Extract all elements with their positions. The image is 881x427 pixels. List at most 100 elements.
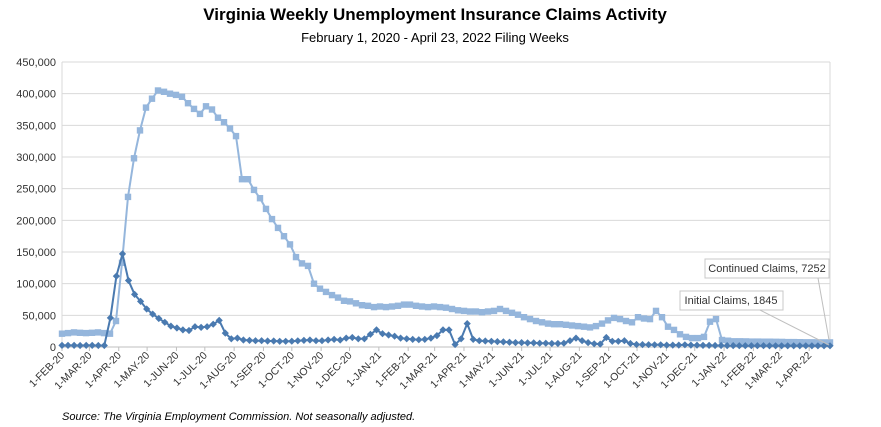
data-point — [604, 317, 612, 324]
data-point — [324, 336, 332, 344]
data-point — [694, 334, 702, 342]
data-point — [397, 334, 405, 342]
data-point — [784, 338, 792, 346]
data-point — [766, 338, 774, 345]
data-point — [759, 342, 768, 350]
data-point — [208, 106, 216, 113]
data-point — [427, 334, 435, 342]
data-point — [70, 329, 78, 336]
data-point — [439, 326, 447, 334]
data-point — [454, 307, 462, 314]
data-point — [58, 330, 66, 337]
data-point — [826, 342, 834, 350]
data-point — [424, 303, 432, 311]
data-point — [542, 339, 550, 347]
data-point — [544, 320, 552, 327]
data-point — [657, 341, 665, 349]
data-point — [336, 336, 344, 344]
data-point — [675, 341, 683, 349]
data-point — [598, 320, 606, 327]
data-point — [300, 336, 308, 344]
data-point — [131, 290, 139, 298]
data-point — [622, 317, 630, 325]
y-tick-label: 400,000 — [16, 89, 56, 101]
data-point — [524, 339, 532, 347]
data-point — [548, 339, 556, 348]
data-point — [274, 224, 282, 232]
data-point — [687, 341, 695, 349]
data-point — [596, 340, 604, 348]
y-tick-label: 50,000 — [22, 310, 56, 322]
data-point — [58, 341, 66, 349]
data-point — [100, 329, 108, 337]
data-point — [518, 339, 526, 347]
data-point — [670, 326, 678, 334]
data-point — [736, 338, 744, 345]
data-point — [688, 334, 696, 342]
data-point — [620, 337, 628, 345]
data-point — [82, 341, 90, 349]
data-point — [638, 341, 647, 349]
data-point — [185, 326, 193, 335]
annotation-box-continued — [704, 258, 830, 279]
data-point — [820, 342, 828, 350]
y-axis-ticks: 0 50,000 100,000 150,000 200,000 250,000 300,0… — [16, 57, 56, 354]
data-point — [358, 302, 366, 309]
data-point — [330, 335, 338, 343]
data-point — [178, 93, 186, 100]
data-point — [808, 342, 816, 350]
data-point — [258, 337, 266, 345]
data-point — [215, 316, 223, 324]
data-point — [451, 340, 459, 349]
data-point — [590, 340, 598, 348]
y-tick-label: 0 — [50, 342, 56, 354]
data-point — [154, 87, 162, 94]
data-point — [496, 305, 504, 313]
data-point — [270, 337, 278, 345]
data-point — [802, 342, 810, 350]
data-point — [124, 276, 133, 285]
data-point — [505, 338, 514, 346]
data-point — [487, 337, 495, 345]
data-point — [460, 307, 468, 315]
data-point — [724, 337, 732, 344]
data-point — [784, 342, 792, 350]
annotations: Continued Claims, 7252 Initial Claims, 1… — [679, 258, 830, 346]
data-point — [502, 307, 510, 315]
data-point — [586, 324, 594, 331]
data-point — [232, 132, 240, 140]
data-point — [304, 262, 312, 270]
data-point — [385, 331, 393, 339]
data-point — [610, 314, 618, 322]
data-point — [106, 330, 114, 337]
annotation-box-initial — [679, 290, 784, 311]
data-point — [772, 342, 780, 350]
series-continued-claims — [58, 87, 834, 346]
data-point — [394, 302, 402, 309]
data-point — [406, 301, 414, 308]
y-tick-label: 100,000 — [16, 279, 56, 291]
data-point — [580, 323, 588, 330]
data-point — [735, 342, 743, 350]
data-point — [790, 338, 798, 346]
data-point — [556, 321, 564, 328]
data-point — [796, 339, 804, 346]
data-point — [388, 303, 396, 310]
data-point — [754, 338, 762, 345]
data-point — [202, 103, 210, 110]
data-point — [681, 341, 689, 349]
data-point — [658, 314, 666, 321]
data-point — [699, 341, 707, 349]
data-point — [669, 341, 677, 349]
data-point — [161, 318, 169, 326]
data-point — [264, 337, 272, 345]
data-point — [718, 336, 726, 344]
data-point — [592, 322, 600, 330]
data-point — [340, 297, 348, 304]
data-point — [191, 323, 199, 331]
data-point — [747, 342, 755, 350]
data-point — [682, 333, 690, 341]
y-tick-label: 350,000 — [16, 120, 56, 132]
data-point — [306, 336, 314, 344]
